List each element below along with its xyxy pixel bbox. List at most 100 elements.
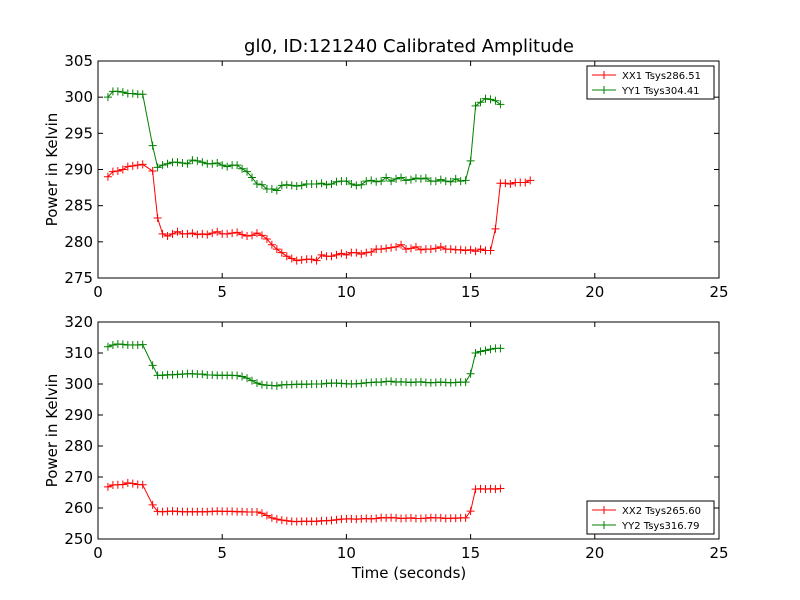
data-point bbox=[238, 230, 247, 239]
data-point bbox=[406, 244, 415, 253]
data-point bbox=[123, 478, 132, 487]
data-point bbox=[158, 229, 167, 238]
data-point bbox=[103, 342, 112, 351]
data-point bbox=[257, 231, 266, 240]
data-point bbox=[456, 245, 465, 254]
legend-marker bbox=[600, 521, 608, 529]
data-point bbox=[362, 248, 371, 257]
data-point bbox=[471, 247, 480, 256]
data-point bbox=[377, 177, 386, 186]
data-point bbox=[123, 162, 132, 171]
data-point bbox=[183, 229, 192, 238]
data-point bbox=[496, 484, 505, 493]
data-point bbox=[436, 242, 445, 251]
y-tick-label: 295 bbox=[64, 124, 93, 142]
data-point bbox=[118, 165, 127, 174]
legend-marker bbox=[600, 506, 608, 514]
data-point bbox=[496, 100, 505, 109]
data-point bbox=[327, 516, 336, 525]
data-point bbox=[292, 182, 301, 191]
data-point bbox=[213, 158, 222, 167]
x-tick-label: 20 bbox=[585, 544, 604, 562]
data-point bbox=[257, 380, 266, 389]
data-point bbox=[233, 371, 242, 380]
legend-marker bbox=[600, 71, 608, 79]
data-point bbox=[342, 250, 351, 259]
data-point bbox=[148, 141, 157, 150]
data-point bbox=[188, 229, 197, 238]
data-point bbox=[233, 161, 242, 170]
data-point bbox=[113, 166, 122, 175]
legend-label: XX1 Tsys286.51 bbox=[622, 71, 701, 82]
legend-entry: XX2 Tsys265.60 bbox=[592, 506, 701, 517]
data-point bbox=[223, 162, 232, 171]
data-point bbox=[138, 340, 147, 349]
legend-box bbox=[586, 500, 715, 535]
data-point bbox=[252, 508, 261, 517]
data-point bbox=[178, 158, 187, 167]
data-point bbox=[421, 174, 430, 183]
data-point bbox=[307, 255, 316, 264]
y-tick-label: 260 bbox=[64, 499, 93, 517]
data-point bbox=[128, 161, 137, 170]
y-tick-label: 290 bbox=[64, 161, 93, 179]
data-point bbox=[208, 159, 217, 168]
data-point bbox=[282, 252, 291, 261]
x-tick-label: 10 bbox=[337, 283, 356, 301]
data-point bbox=[377, 378, 386, 387]
data-point bbox=[252, 229, 261, 238]
y-tick-label: 285 bbox=[64, 197, 93, 215]
data-point bbox=[213, 227, 222, 236]
data-point bbox=[108, 340, 117, 349]
data-point bbox=[446, 177, 455, 186]
y-tick-label: 300 bbox=[64, 375, 93, 393]
data-point bbox=[461, 378, 470, 387]
data-point bbox=[158, 371, 167, 380]
legend-label: YY1 Tsys304.41 bbox=[621, 86, 700, 97]
data-point bbox=[312, 179, 321, 188]
data-point bbox=[262, 511, 271, 520]
data-point bbox=[392, 513, 401, 522]
y-tick-label: 280 bbox=[64, 437, 93, 455]
x-tick-label: 15 bbox=[461, 283, 480, 301]
data-point bbox=[476, 98, 485, 107]
data-point bbox=[183, 159, 192, 168]
data-point bbox=[287, 181, 296, 190]
data-point bbox=[203, 230, 212, 239]
data-point bbox=[282, 516, 291, 525]
data-point bbox=[118, 340, 127, 349]
data-point bbox=[372, 177, 381, 186]
data-point bbox=[501, 179, 510, 188]
data-point bbox=[138, 160, 147, 169]
data-point bbox=[362, 177, 371, 186]
data-point bbox=[297, 181, 306, 190]
data-point bbox=[248, 376, 257, 385]
axes-frame bbox=[97, 321, 720, 540]
data-point bbox=[352, 181, 361, 190]
data-point bbox=[337, 249, 346, 258]
data-point bbox=[327, 252, 336, 261]
data-point bbox=[243, 167, 252, 176]
legend-box bbox=[586, 65, 715, 100]
data-point bbox=[382, 173, 391, 182]
y-axis-label: Power in Kelvin bbox=[43, 113, 61, 227]
data-point bbox=[406, 513, 415, 522]
data-point bbox=[223, 229, 232, 238]
data-point bbox=[158, 161, 167, 170]
data-point bbox=[153, 213, 162, 222]
data-point bbox=[322, 180, 331, 189]
data-point bbox=[347, 179, 356, 188]
data-point bbox=[471, 349, 480, 357]
data-point bbox=[411, 174, 420, 183]
data-point bbox=[426, 245, 435, 254]
data-point bbox=[436, 175, 445, 184]
data-point bbox=[272, 186, 281, 195]
top-plot: 0 5 10 15 20 25 275 280 285 290 295 300 305 Power in … bbox=[43, 52, 729, 301]
data-point bbox=[267, 240, 276, 249]
data-point bbox=[357, 379, 366, 388]
series-1 bbox=[103, 478, 505, 526]
series-2 bbox=[103, 87, 505, 195]
data-point bbox=[327, 179, 336, 188]
data-point bbox=[461, 513, 470, 522]
